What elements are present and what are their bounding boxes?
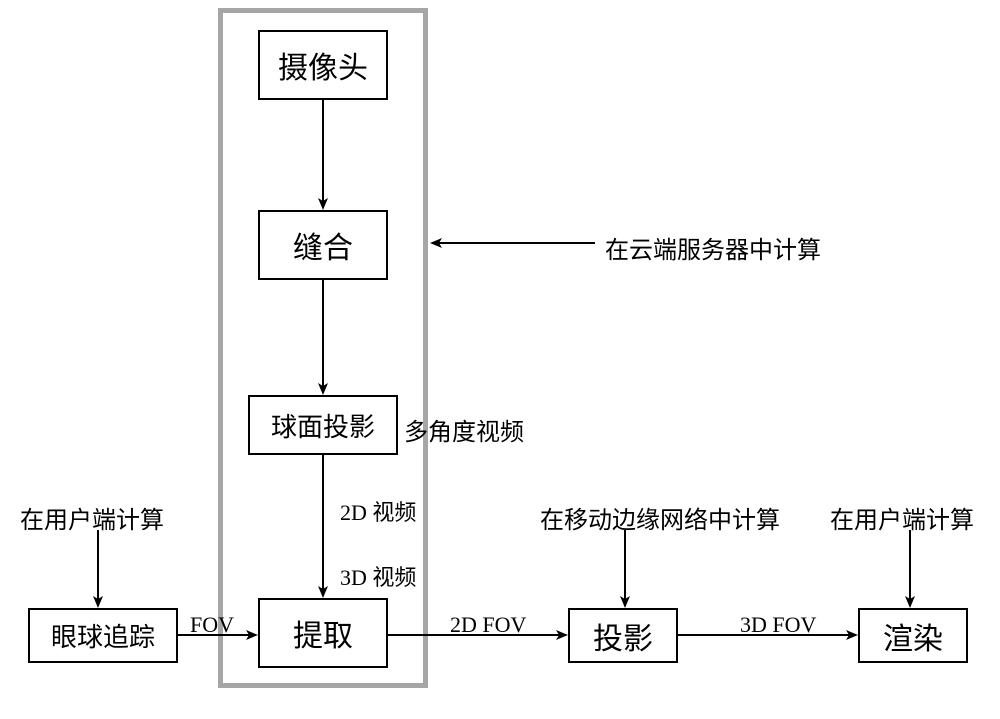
- node-project-label: 投影: [593, 614, 653, 658]
- node-camera: 摄像头: [258, 30, 388, 100]
- label-user-left: 在用户端计算: [20, 500, 164, 535]
- label-3d-video: 3D 视频: [340, 560, 416, 592]
- node-render: 渲染: [858, 608, 968, 663]
- node-camera-label: 摄像头: [278, 43, 368, 87]
- node-stitch-label: 缝合: [293, 223, 353, 267]
- label-cloud: 在云端服务器中计算: [605, 230, 821, 265]
- label-user-right: 在用户端计算: [830, 500, 974, 535]
- label-fov: FOV: [190, 612, 234, 638]
- label-3d-fov: 3D FOV: [740, 612, 816, 638]
- node-eye-label: 眼球追踪: [51, 617, 155, 654]
- node-sphere-label: 球面投影: [271, 407, 375, 444]
- node-project: 投影: [568, 608, 678, 663]
- node-eye-tracking: 眼球追踪: [28, 608, 178, 663]
- node-sphere: 球面投影: [248, 395, 398, 455]
- node-stitch: 缝合: [258, 210, 388, 280]
- diagram-canvas: 摄像头 缝合 球面投影 提取 眼球追踪 投影 渲染 在云端服务器中计算 多角度视…: [0, 0, 1000, 719]
- label-2d-video: 2D 视频: [340, 495, 416, 527]
- label-2d-fov: 2D FOV: [450, 612, 526, 638]
- node-render-label: 渲染: [883, 614, 943, 658]
- node-extract-label: 提取: [293, 611, 353, 655]
- label-multiangle: 多角度视频: [404, 412, 524, 447]
- label-edge: 在移动边缘网络中计算: [540, 500, 780, 535]
- node-extract: 提取: [258, 598, 388, 668]
